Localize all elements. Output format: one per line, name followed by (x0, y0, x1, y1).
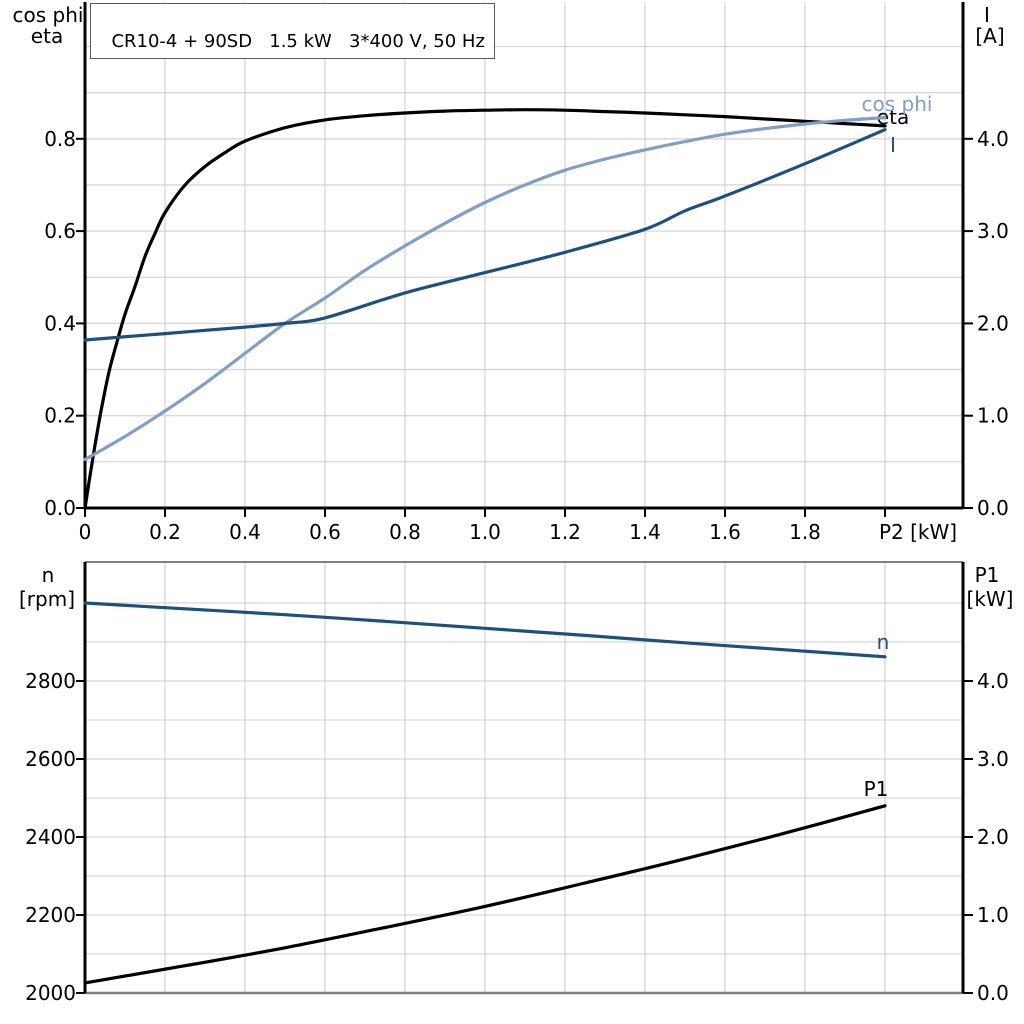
chart-title: CR10-4 + 90SD 1.5 kW 3*400 V, 50 Hz (111, 31, 485, 53)
left-axis-title: n (42, 563, 55, 587)
left-axis-title: [rpm] (19, 587, 75, 611)
left-axis-tick-label: 2600 (25, 747, 76, 771)
left-axis-tick-label: 2400 (25, 825, 76, 849)
curve-cos-phi (83, 116, 887, 462)
left-axis-tick-label: 0.8 (44, 127, 76, 151)
x-axis-tick-label: 0.2 (149, 520, 181, 544)
curve-label-I: I (890, 133, 896, 157)
x-axis-tick-label: 1.2 (549, 520, 581, 544)
left-axis-tick-label: 0.2 (44, 404, 76, 428)
x-axis-tick-label: 1.0 (469, 520, 501, 544)
left-axis-tick-label: 0.6 (44, 219, 76, 243)
right-axis-title: [A] (975, 24, 1004, 48)
x-axis-tick-label: 1.6 (709, 520, 741, 544)
curve-label-cos-phi: cos phi (862, 92, 933, 116)
gridlines (85, 562, 963, 993)
curve-P1 (83, 804, 887, 985)
x-axis-tick-label: 0.8 (389, 520, 421, 544)
right-axis-tick-label: 1.0 (977, 903, 1009, 927)
right-axis-tick-label: 1.0 (977, 404, 1009, 428)
x-axis-tick-label: 1.4 (629, 520, 661, 544)
right-axis-tick-label: 0.0 (977, 981, 1009, 1005)
left-axis-title: cos phi (13, 3, 84, 27)
axes (76, 561, 973, 995)
left-axis-tick-label: 2800 (25, 669, 76, 693)
top-chart: 0.0 0.2 0.4 0.6 0.8 0.0 1.0 2.0 3.0 4.0 0 0.2 0.4 0.6… (13, 2, 1009, 544)
bottom-chart: 200022002400260028000.01.02.03.04.0nP1n[… (19, 561, 1014, 1005)
left-axis-title: eta (31, 24, 63, 48)
right-axis-tick-label: 0.0 (977, 496, 1009, 520)
right-axis-title: I (984, 3, 990, 27)
curve-label-n: n (877, 630, 890, 654)
chart-title-box: CR10-4 + 90SD 1.5 kW 3*400 V, 50 Hz (90, 3, 495, 59)
right-axis-tick-label: 4.0 (977, 669, 1009, 693)
axes (76, 2, 973, 517)
right-axis-tick-label: 2.0 (977, 311, 1009, 335)
curve-eta (83, 108, 887, 510)
curve-label-P1: P1 (864, 777, 889, 801)
x-axis-unit-label: P2 [kW] (879, 520, 957, 544)
curve-I (83, 128, 887, 342)
x-axis-tick-label: 0.6 (309, 520, 341, 544)
right-axis-title: P1 (975, 563, 1000, 587)
left-axis-tick-label: 0.4 (44, 311, 76, 335)
x-axis-tick-label: 0.4 (229, 520, 261, 544)
left-axis-tick-label: 2000 (25, 981, 76, 1005)
gridlines (85, 2, 963, 508)
right-axis-tick-label: 3.0 (977, 219, 1009, 243)
right-axis-tick-label: 3.0 (977, 747, 1009, 771)
left-axis-tick-label: 0.0 (44, 496, 76, 520)
x-axis-tick-label: 0 (79, 520, 92, 544)
right-axis-tick-label: 2.0 (977, 825, 1009, 849)
right-axis-tick-label: 4.0 (977, 127, 1009, 151)
left-axis-tick-label: 2200 (25, 903, 76, 927)
curve-n (83, 601, 887, 659)
right-axis-title: [kW] (967, 587, 1014, 611)
x-axis-tick-label: 1.8 (789, 520, 821, 544)
